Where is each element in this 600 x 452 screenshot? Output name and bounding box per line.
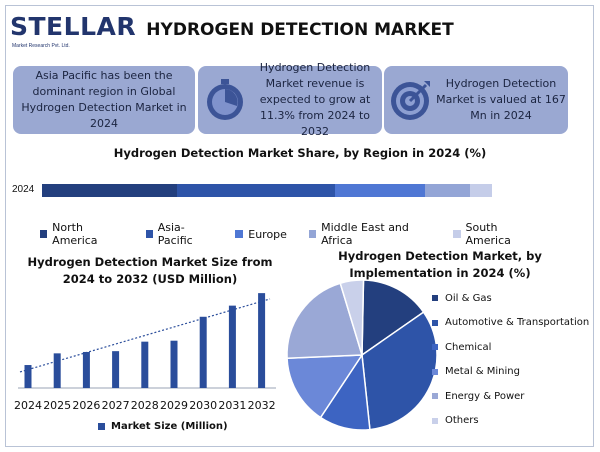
legend-swatch — [432, 295, 438, 302]
market-size-bar — [24, 365, 32, 388]
legend-item: Energy & Power — [432, 384, 589, 409]
insight-card-region: Asia Pacific has been the dominant regio… — [13, 66, 195, 134]
legend-swatch — [235, 230, 244, 238]
market-size-bar — [199, 316, 207, 388]
market-size-bar — [170, 340, 178, 388]
market-size-bar — [228, 305, 236, 388]
x-tick-label: 2025 — [43, 399, 71, 412]
legend-swatch — [453, 230, 461, 238]
legend-label: Metal & Mining — [445, 366, 520, 378]
target-icon — [388, 77, 434, 123]
legend-item: Others — [432, 409, 589, 434]
region-segment — [424, 184, 470, 197]
legend-swatch — [432, 393, 438, 400]
insight-card-growth: Hydrogen Detection Market revenue is exp… — [198, 61, 382, 138]
legend-label: Middle East and Africa — [321, 221, 409, 247]
legend-label: North America — [52, 221, 98, 247]
market-size-bar — [112, 351, 120, 388]
logo-tagline: Market Research Pvt. Ltd. — [12, 43, 70, 49]
logo-wordmark: STELLAR — [10, 12, 137, 41]
x-tick-label: 2031 — [218, 399, 246, 412]
page-title: HYDROGEN DETECTION MARKET — [146, 20, 454, 40]
implementation-legend: Oil & Gas Automotive & Transportation Chem… — [432, 286, 589, 433]
market-size-bar — [258, 293, 266, 388]
legend-label: Oil & Gas — [445, 292, 492, 304]
logo: STELLAR Market Research Pvt. Ltd. — [10, 10, 136, 54]
legend-label: Asia-Pacific — [157, 221, 193, 247]
legend-label: Others — [445, 415, 479, 427]
region-segment — [177, 184, 335, 197]
region-share-chart-title: Hydrogen Detection Market Share, by Regi… — [113, 146, 487, 160]
market-size-bar — [141, 341, 149, 388]
insight-card-text: Hydrogen Detection Market is valued at 1… — [436, 77, 566, 122]
legend-item: South America — [453, 221, 538, 247]
legend-item: Oil & Gas — [432, 286, 589, 311]
legend-item: North America — [40, 221, 124, 247]
legend-label: Market Size (Million) — [111, 421, 228, 432]
region-segment — [469, 184, 492, 197]
region-segment — [334, 184, 425, 197]
stopwatch-icon — [202, 77, 248, 123]
legend-label: South America — [465, 221, 511, 247]
region-share-stacked-bar — [42, 184, 492, 197]
pie-slice — [339, 279, 365, 356]
x-tick-label: 2029 — [160, 399, 188, 412]
legend-swatch — [145, 230, 153, 238]
x-tick-label: 2024 — [14, 399, 42, 412]
legend-swatch — [98, 423, 105, 430]
legend-swatch — [308, 230, 317, 238]
x-tick-label: 2027 — [102, 399, 130, 412]
region-share-legend: North America Asia-Pacific Europe Middle Ea… — [40, 221, 560, 247]
pie-slice — [361, 311, 438, 431]
x-tick-label: 2030 — [189, 399, 217, 412]
legend-item: Europe — [235, 221, 287, 247]
insight-card-text: Hydrogen Detection Market revenue is exp… — [259, 61, 371, 138]
market-size-bar — [82, 351, 90, 388]
pie-slice — [286, 354, 364, 419]
legend-label: Europe — [248, 227, 287, 241]
legend-item: Automotive & Transportation — [432, 311, 589, 336]
trend-line — [19, 298, 271, 373]
legend-swatch — [432, 319, 438, 326]
pie-slice — [286, 282, 363, 359]
insight-card-text: Asia Pacific has been the dominant regio… — [21, 69, 187, 130]
implementation-chart-title: Hydrogen Detection Market, by Implementa… — [338, 249, 542, 280]
legend-item: Metal & Mining — [432, 360, 589, 385]
x-tick-label: 2028 — [131, 399, 159, 412]
legend-label: Energy & Power — [445, 390, 525, 402]
region-segment — [42, 184, 177, 197]
region-share-year-label: 2024 — [12, 184, 35, 195]
legend-swatch — [432, 417, 438, 424]
x-tick-label: 2026 — [72, 399, 100, 412]
legend-swatch — [432, 368, 438, 375]
market-size-chart-title: Hydrogen Detection Market Size from 2024… — [27, 255, 273, 286]
legend-item: Asia-Pacific — [145, 221, 214, 247]
legend-item: Chemical — [432, 335, 589, 360]
legend-label: Automotive & Transportation — [445, 317, 590, 329]
market-size-legend: Market Size (Million) — [98, 421, 228, 432]
insight-card-value: Hydrogen Detection Market is valued at 1… — [384, 66, 568, 134]
legend-swatch — [40, 230, 48, 238]
legend-label: Chemical — [445, 341, 492, 353]
market-size-bar — [53, 353, 61, 388]
legend-swatch — [432, 344, 438, 351]
pie-slice — [361, 279, 425, 357]
x-tick-label: 2032 — [248, 399, 276, 412]
legend-item: Middle East and Africa — [308, 221, 431, 247]
